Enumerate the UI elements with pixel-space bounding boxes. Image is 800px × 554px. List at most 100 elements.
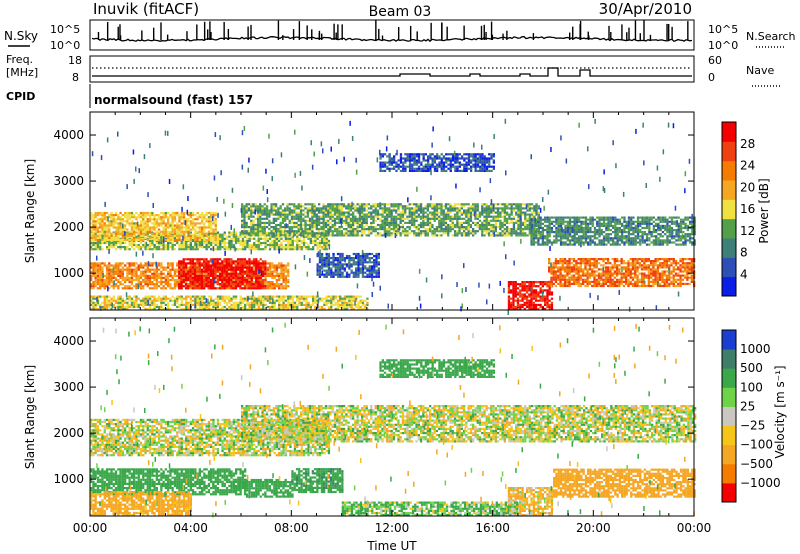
heatmap-cell: [268, 285, 272, 288]
heatmap-cell: [194, 236, 197, 239]
heatmap-cell: [598, 231, 601, 234]
heatmap-cell: [178, 278, 181, 282]
heatmap-cell: [481, 221, 484, 224]
heatmap-cell: [333, 234, 337, 237]
heatmap-cell: [232, 246, 235, 249]
heatmap-cell: [485, 232, 488, 235]
heatmap-cell: [438, 207, 441, 210]
heatmap-cell: [207, 274, 210, 277]
heatmap-cell: [254, 203, 257, 206]
heatmap-cell: [426, 215, 429, 218]
heatmap-cell: [623, 218, 626, 221]
heatmap-cell: [444, 221, 448, 224]
heatmap-cell: [198, 214, 201, 217]
heatmap-cell: [235, 231, 238, 234]
heatmap-cell: [322, 205, 325, 208]
heatmap-cell: [110, 278, 113, 282]
heatmap-cell: [250, 274, 253, 277]
heatmap-cell: [266, 268, 269, 271]
heatmap-cell: [413, 232, 416, 235]
heatmap-cell: [135, 278, 138, 282]
heatmap-cell: [630, 237, 633, 240]
heatmap-cell: [225, 241, 229, 245]
heatmap-cell: [241, 237, 245, 240]
heatmap-cell: [139, 266, 143, 269]
heatmap-cell: [221, 233, 224, 236]
heatmap-cell: [90, 216, 93, 219]
heatmap-cell: [469, 207, 473, 210]
heatmap-cell: [279, 228, 282, 231]
heatmap-cell: [568, 241, 572, 244]
heatmap-cell: [173, 228, 177, 231]
heatmap-cell: [410, 209, 414, 212]
heatmap-cell: [157, 222, 161, 225]
heatmap-cell: [311, 217, 314, 220]
heatmap-cell: [381, 211, 384, 214]
heatmap-cell: [128, 262, 131, 265]
heatmap-cell: [279, 207, 282, 210]
heatmap-cell: [117, 272, 120, 275]
heatmap-cell: [162, 222, 165, 225]
heatmap-cell: [299, 230, 303, 233]
heatmap-cell: [376, 217, 380, 220]
heatmap-cell: [435, 211, 439, 214]
heatmap-cell: [241, 272, 244, 275]
heatmap-cell: [223, 260, 226, 263]
heatmap-cell: [185, 270, 188, 273]
heatmap-cell: [618, 229, 622, 232]
heatmap-cell: [636, 222, 640, 225]
heatmap-cell: [191, 211, 195, 215]
heatmap-cell: [272, 228, 275, 231]
heatmap-cell: [182, 236, 186, 239]
heatmap-cell: [139, 283, 143, 286]
heatmap-cell: [361, 203, 364, 206]
heatmap-cell: [137, 248, 140, 251]
heatmap-cell: [636, 241, 640, 244]
heatmap-cell: [124, 264, 127, 267]
heatmap-cell: [148, 220, 152, 223]
heatmap-cell: [293, 207, 296, 210]
heatmap-cell: [105, 272, 109, 275]
heatmap-cell: [210, 228, 213, 231]
heatmap-cell: [259, 221, 262, 224]
heatmap-cell: [167, 278, 170, 282]
heatmap-cell: [506, 226, 509, 229]
heatmap-cell: [214, 243, 217, 247]
heatmap-cell: [148, 226, 152, 229]
heatmap-cell: [189, 283, 192, 286]
heatmap-cell: [530, 218, 533, 221]
heatmap-cell: [308, 223, 312, 227]
heatmap-cell: [243, 230, 246, 233]
heatmap-cell: [291, 246, 294, 249]
heatmap-cell: [255, 246, 258, 249]
heatmap-cell: [530, 213, 534, 216]
heatmap-cell: [114, 211, 118, 215]
heatmap-cell: [255, 276, 258, 279]
heatmap-cell: [494, 230, 497, 233]
heatmap-cell: [96, 246, 100, 249]
heatmap-cell: [456, 203, 459, 206]
heatmap-cell: [110, 220, 113, 223]
heatmap-cell: [324, 207, 328, 210]
heatmap-cell: [196, 236, 199, 239]
heatmap-cell: [148, 274, 152, 277]
heatmap-cell: [214, 226, 217, 229]
heatmap-cell: [205, 283, 208, 286]
heatmap-cell: [94, 270, 97, 273]
heatmap-cell: [252, 234, 255, 237]
heatmap-cell: [352, 221, 355, 224]
heatmap-cell: [139, 248, 143, 251]
heatmap-cell: [449, 226, 452, 229]
heatmap-cell: [534, 241, 538, 244]
heatmap-cell: [302, 234, 305, 237]
heatmap-cell: [160, 230, 163, 233]
heatmap-cell: [210, 241, 213, 245]
heatmap-cell: [135, 222, 138, 225]
heatmap-cell: [108, 274, 111, 277]
heatmap-cell: [237, 262, 240, 265]
heatmap-cell: [467, 228, 470, 231]
heatmap-cell: [205, 260, 208, 263]
heatmap-cell: [550, 220, 554, 223]
heatmap-cell: [119, 237, 122, 240]
heatmap-cell: [103, 226, 106, 229]
